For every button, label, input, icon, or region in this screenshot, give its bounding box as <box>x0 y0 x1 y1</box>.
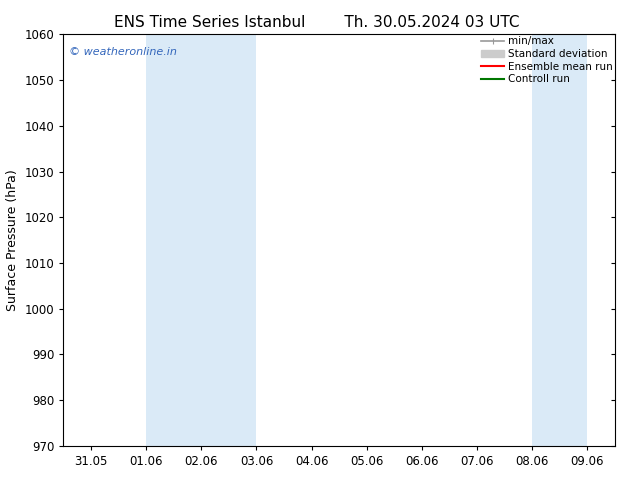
Text: © weatheronline.in: © weatheronline.in <box>69 47 177 57</box>
Y-axis label: Surface Pressure (hPa): Surface Pressure (hPa) <box>6 169 19 311</box>
Text: ENS Time Series Istanbul        Th. 30.05.2024 03 UTC: ENS Time Series Istanbul Th. 30.05.2024 … <box>114 15 520 30</box>
Legend: min/max, Standard deviation, Ensemble mean run, Controll run: min/max, Standard deviation, Ensemble me… <box>481 36 613 84</box>
Bar <box>146 34 256 446</box>
Bar <box>533 34 588 446</box>
